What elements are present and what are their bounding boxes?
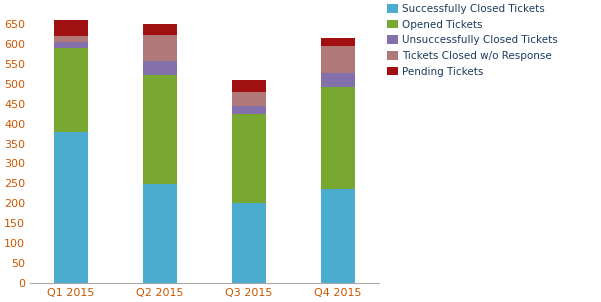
Bar [232, 106, 266, 114]
Bar [232, 80, 266, 92]
Legend: Successfully Closed Tickets, Opened Tickets, Unsuccessfully Closed Tickets, Tick: Successfully Closed Tickets, Opened Tick… [387, 4, 558, 77]
Bar [143, 184, 177, 283]
Bar [143, 24, 177, 35]
Bar [320, 73, 355, 87]
Bar [54, 132, 88, 283]
Bar [54, 42, 88, 48]
Bar [320, 46, 355, 73]
Bar [54, 48, 88, 132]
Bar [320, 87, 355, 189]
Bar [232, 92, 266, 106]
Bar [143, 61, 177, 75]
Bar [320, 38, 355, 46]
Bar [54, 36, 88, 42]
Bar [143, 75, 177, 184]
Bar [143, 35, 177, 61]
Bar [232, 203, 266, 283]
Bar [320, 189, 355, 283]
Bar [54, 20, 88, 36]
Bar [232, 114, 266, 203]
